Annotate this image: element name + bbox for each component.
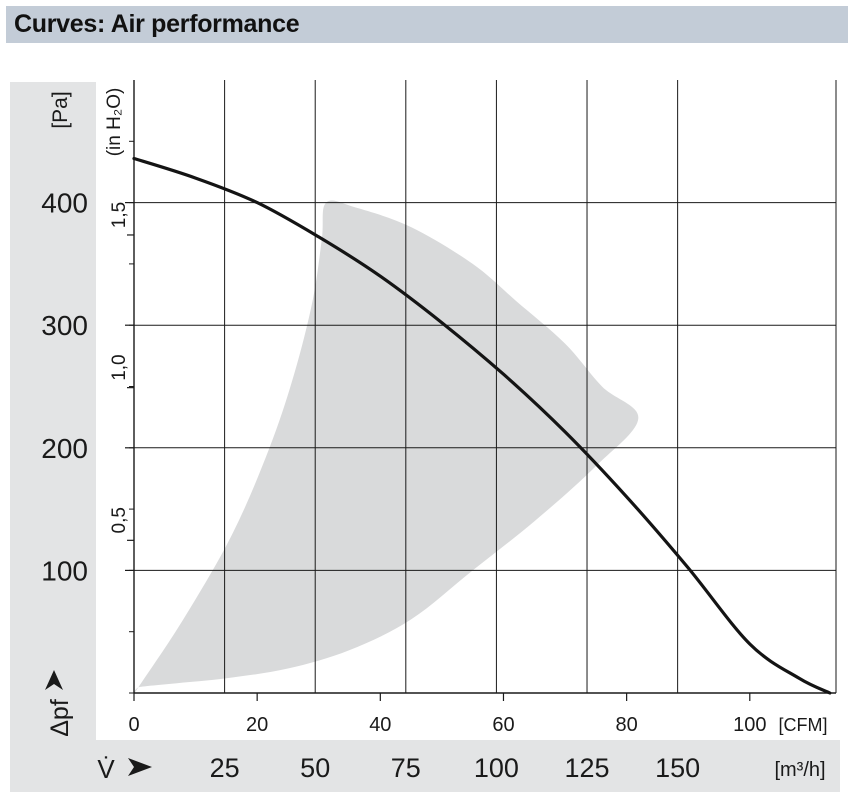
page-title: Curves: Air performance xyxy=(14,10,300,38)
y-axis-unit-pa: [Pa] xyxy=(49,91,72,128)
y-tick-label-pa: 100 xyxy=(41,555,88,586)
x-tick-label-cfm: 0 xyxy=(128,714,139,736)
y-axis-unit-inh2o: (in H₂O) xyxy=(104,88,125,157)
x-tick-label-cfm: 40 xyxy=(369,714,391,736)
y-axis-arrow-icon xyxy=(45,670,63,690)
x-tick-label-cfm: 80 xyxy=(616,714,638,736)
curve-layer xyxy=(132,156,832,695)
y-tick-label-pa: 400 xyxy=(41,188,88,219)
x-tick-label-cfm: 60 xyxy=(492,714,514,736)
y-axis-symbol: Δpf xyxy=(46,699,74,737)
x-axis-unit-cfm: [CFM] xyxy=(779,715,828,735)
x-tick-label-m3h: 100 xyxy=(474,753,519,783)
grid-layer xyxy=(125,80,837,701)
x-tick-label-m3h: 125 xyxy=(564,753,609,783)
y-tick-label-inh2o: 0,5 xyxy=(109,507,130,533)
performance-curve xyxy=(132,156,832,695)
y-tick-label-inh2o: 1,5 xyxy=(109,202,130,228)
y-tick-label-pa: 300 xyxy=(41,310,88,341)
x-axis-unit-m3h: [m³/h] xyxy=(774,759,825,781)
label-layer: 0 20 40 60 80 100 25 50 75 100 125 150 100 200 300 400 0… xyxy=(41,188,766,783)
x-tick-label-m3h: 75 xyxy=(391,753,421,783)
y-tick-label-pa: 200 xyxy=(41,433,88,464)
y-tick-label-inh2o: 1,0 xyxy=(109,354,130,380)
x-axis-panel xyxy=(96,740,840,792)
x-tick-label-m3h: 150 xyxy=(655,753,700,783)
header-bar: Curves: Air performance xyxy=(6,6,848,43)
x-axis-arrow-icon xyxy=(128,758,152,776)
x-tick-label-m3h: 50 xyxy=(300,753,330,783)
x-tick-label-cfm: 100 xyxy=(733,714,766,736)
x-axis-symbol: V̇ xyxy=(97,754,115,784)
x-tick-label-m3h: 25 xyxy=(210,753,240,783)
x-tick-label-cfm: 20 xyxy=(246,714,268,736)
